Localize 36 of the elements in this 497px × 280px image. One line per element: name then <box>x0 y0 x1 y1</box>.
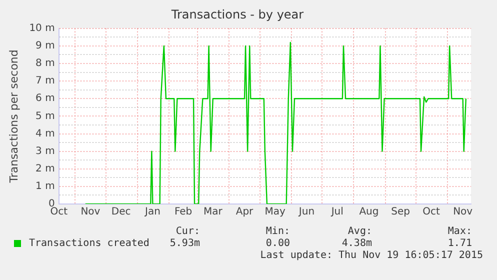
y-tick-label: 10 m <box>29 22 55 34</box>
y-tick-label: 1 m <box>36 181 55 192</box>
x-tick-label: Jul <box>330 206 344 218</box>
x-tick-label: Oct <box>422 206 440 218</box>
y-tick-label: 3 m <box>36 146 55 157</box>
y-axis-title: Transactions per second <box>7 50 20 184</box>
x-tick-label: May <box>264 206 286 218</box>
x-tick-label: Sep <box>391 206 410 218</box>
x-tick-label: Mar <box>203 206 224 218</box>
text: 4.38m <box>342 238 372 249</box>
y-tick-label: 4 m <box>36 128 55 140</box>
y-tick-label: 9 m <box>36 40 55 52</box>
text: Min: <box>266 226 290 237</box>
x-tick-label: Dec <box>111 206 131 218</box>
x-tick-label: Jan <box>144 206 160 218</box>
x-tick-label: Jun <box>298 206 315 218</box>
x-tick-label: Nov <box>453 206 473 218</box>
y-tick-label: 2 m <box>36 163 55 174</box>
chart-title: Transactions - by year <box>170 7 304 22</box>
text: Last update: Thu Nov 19 16:05:17 2015 <box>260 250 483 261</box>
y-tick-label: 6 m <box>36 93 55 104</box>
y-tick-label: 5 m <box>36 110 55 122</box>
text: Avg: <box>348 226 372 237</box>
x-tick-label: Feb <box>174 206 192 218</box>
legend-label: Transactions created <box>29 238 150 249</box>
x-tick-label: Apr <box>236 206 254 218</box>
y-tick-label: 8 m <box>36 58 55 70</box>
text: Cur: <box>176 226 200 237</box>
x-tick-label: Aug <box>359 206 379 218</box>
y-tick-label: 7 m <box>36 76 55 87</box>
text: 5.93m <box>170 238 200 249</box>
text: 1.71 <box>448 238 472 249</box>
x-tick-label: Nov <box>80 206 100 218</box>
x-tick-label: Oct <box>50 206 68 218</box>
text: 0.00 <box>266 238 290 249</box>
text: Max: <box>448 226 472 237</box>
